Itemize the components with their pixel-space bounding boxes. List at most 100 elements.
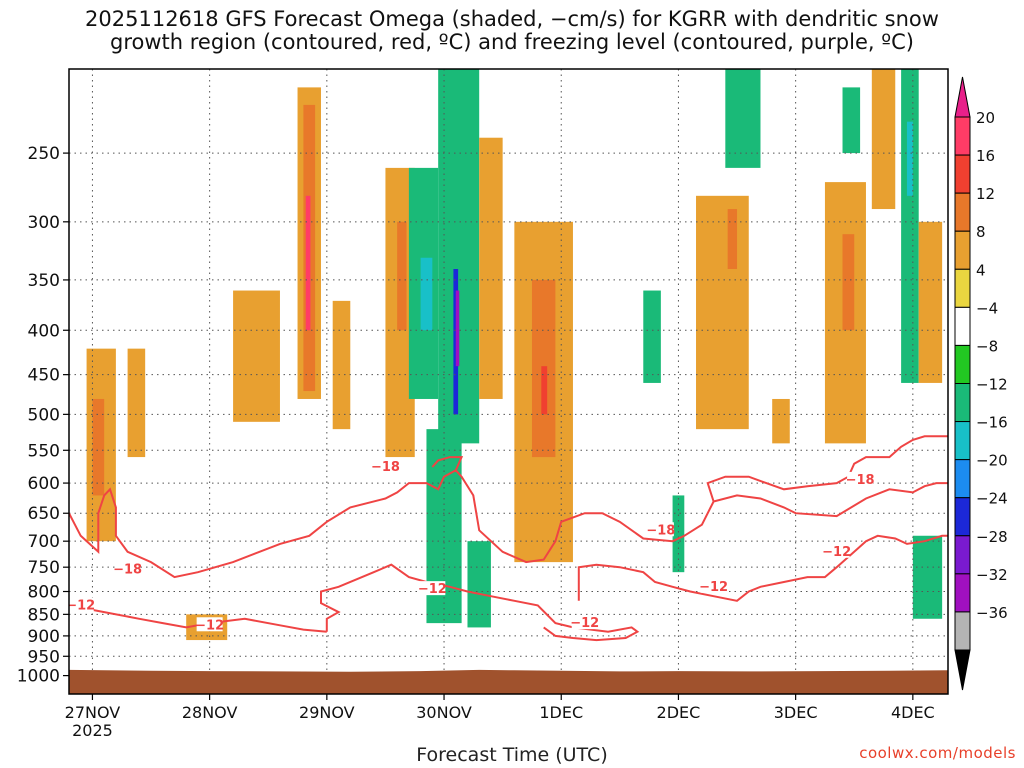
y-tick-label-8: 650 <box>28 504 60 524</box>
omega-shade-21 <box>541 366 548 415</box>
contour-label-8: −12 <box>822 545 851 560</box>
y-tick-label-11: 800 <box>28 583 60 603</box>
colorbar-swatch-6 <box>954 344 971 384</box>
colorbar-legend: 20 16 12 8 4 −4 −8 −12 −16 −20 −24 −28 −32 −36 <box>954 76 1008 691</box>
contour-label-bg-8 <box>823 543 850 558</box>
omega-shade-34 <box>918 221 943 383</box>
colorbar-swatch-11 <box>954 535 971 575</box>
contour-label-5: −12 <box>570 616 599 631</box>
omega-shade-30 <box>842 87 861 154</box>
omega-shading-layer <box>86 69 943 641</box>
omega-shade-2 <box>127 348 146 458</box>
colorbar-swatch-7 <box>954 383 971 423</box>
omega-shade-1 <box>92 398 105 496</box>
colorbar-label-8: −16 <box>976 414 1008 432</box>
contour-label-9: −18 <box>846 473 875 488</box>
contour-label-bg-2 <box>196 617 223 632</box>
y-tick-label-13: 900 <box>28 627 60 647</box>
y-tick-label-14: 950 <box>28 647 60 667</box>
contour-label-7: −12 <box>699 580 728 595</box>
omega-shade-29 <box>842 234 855 331</box>
y-tick-label-10: 750 <box>28 558 60 578</box>
colorbar-swatch-13 <box>954 611 971 651</box>
dgz-contour-4 <box>706 435 948 502</box>
colorbar-label-2: 12 <box>976 185 995 203</box>
y-tick-label-12: 850 <box>28 605 60 625</box>
chart-title: 2025112618 GFS Forecast Omega (shaded, −… <box>85 7 939 31</box>
y-tick-label-9: 700 <box>28 532 60 552</box>
dgz-contour-layer: −18 −12 −12 −18 −12 −12 −18 −12 −12 −18 <box>66 435 948 642</box>
y-tick-label-3: 400 <box>28 321 60 341</box>
colorbar-swatch-9 <box>954 459 971 499</box>
colorbar-label-6: −8 <box>976 337 998 355</box>
omega-shade-23 <box>672 495 685 573</box>
omega-shade-24 <box>696 195 749 430</box>
dgz-contour-3 <box>577 534 948 602</box>
x-tick-label-1: 28NOV <box>182 703 238 722</box>
ground-fill <box>69 669 948 694</box>
colorbar-label-1: 16 <box>976 147 995 165</box>
y-tick-label-4: 450 <box>28 366 60 386</box>
x-tick-sublabel-0: 2025 <box>72 721 113 740</box>
colorbar-swatch-10 <box>954 497 971 537</box>
colorbar-label-0: 20 <box>976 109 995 127</box>
credit-link[interactable]: coolwx.com/models <box>859 744 1016 762</box>
colorbar-label-12: −32 <box>976 566 1008 584</box>
y-tick-label-7: 600 <box>28 474 60 494</box>
omega-shade-26 <box>725 69 761 168</box>
plot-background <box>69 69 948 694</box>
contour-label-bg-5 <box>571 615 598 630</box>
omega-shade-17 <box>467 541 491 628</box>
omega-shade-32 <box>901 69 919 383</box>
x-tick-label-4: 1DEC <box>539 703 583 722</box>
omega-shade-4 <box>233 290 280 422</box>
colorbar-swatch-1 <box>954 154 971 194</box>
dgz-contour-0 <box>69 469 948 579</box>
colorbar-swatch-5 <box>954 306 971 346</box>
ground-layer <box>69 669 948 694</box>
contour-label-bg-1 <box>69 597 94 612</box>
colorbar-label-4: 4 <box>976 261 986 279</box>
omega-shade-14 <box>438 69 480 444</box>
omega-shade-15 <box>453 268 459 415</box>
y-tick-label-15: 1000 <box>17 667 60 687</box>
contour-label-2: −12 <box>195 618 224 633</box>
omega-shade-10 <box>397 221 407 331</box>
y-tick-label-5: 500 <box>28 405 60 425</box>
colorbar-label-13: −36 <box>976 604 1008 622</box>
contour-label-bg-3 <box>372 459 399 474</box>
colorbar-label-11: −28 <box>976 528 1008 546</box>
omega-shade-31 <box>871 69 896 210</box>
omega-shade-35 <box>912 535 943 619</box>
x-tick-label-3: 30NOV <box>416 703 472 722</box>
omega-shade-7 <box>305 195 311 331</box>
x-axis-title: Forecast Time (UTC) <box>416 744 608 766</box>
contour-label-4: −12 <box>418 582 447 597</box>
y-tick-label-1: 300 <box>28 213 60 233</box>
contour-label-bg-0 <box>114 561 141 576</box>
omega-shade-22 <box>643 290 661 383</box>
colorbar-swatch-8 <box>954 421 971 461</box>
colorbar-label-3: 8 <box>976 223 986 241</box>
colorbar-top-arrow <box>954 76 971 118</box>
plot-frame <box>68 68 949 695</box>
colorbar-swatch-3 <box>954 230 971 270</box>
colorbar-swatch-2 <box>954 192 971 232</box>
x-tick-label-0: 27NOV <box>65 703 121 722</box>
contour-label-6: −18 <box>646 523 675 538</box>
x-tick-label-5: 2DEC <box>657 703 701 722</box>
colorbar-bottom-arrow <box>954 649 971 691</box>
y-axis: 2503003504004505005506006507007508008509… <box>17 144 69 687</box>
contour-label-1: −12 <box>66 598 95 613</box>
contour-label-bg-7 <box>700 578 727 593</box>
omega-shade-18 <box>479 137 503 399</box>
y-tick-label-6: 550 <box>28 441 60 461</box>
contour-label-bg-4 <box>419 581 446 596</box>
dgz-contour-5 <box>431 456 464 471</box>
y-tick-label-2: 350 <box>28 271 60 291</box>
colorbar-swatch-4 <box>954 268 971 308</box>
omega-shade-12 <box>420 257 433 331</box>
colorbar-label-9: −20 <box>976 452 1008 470</box>
